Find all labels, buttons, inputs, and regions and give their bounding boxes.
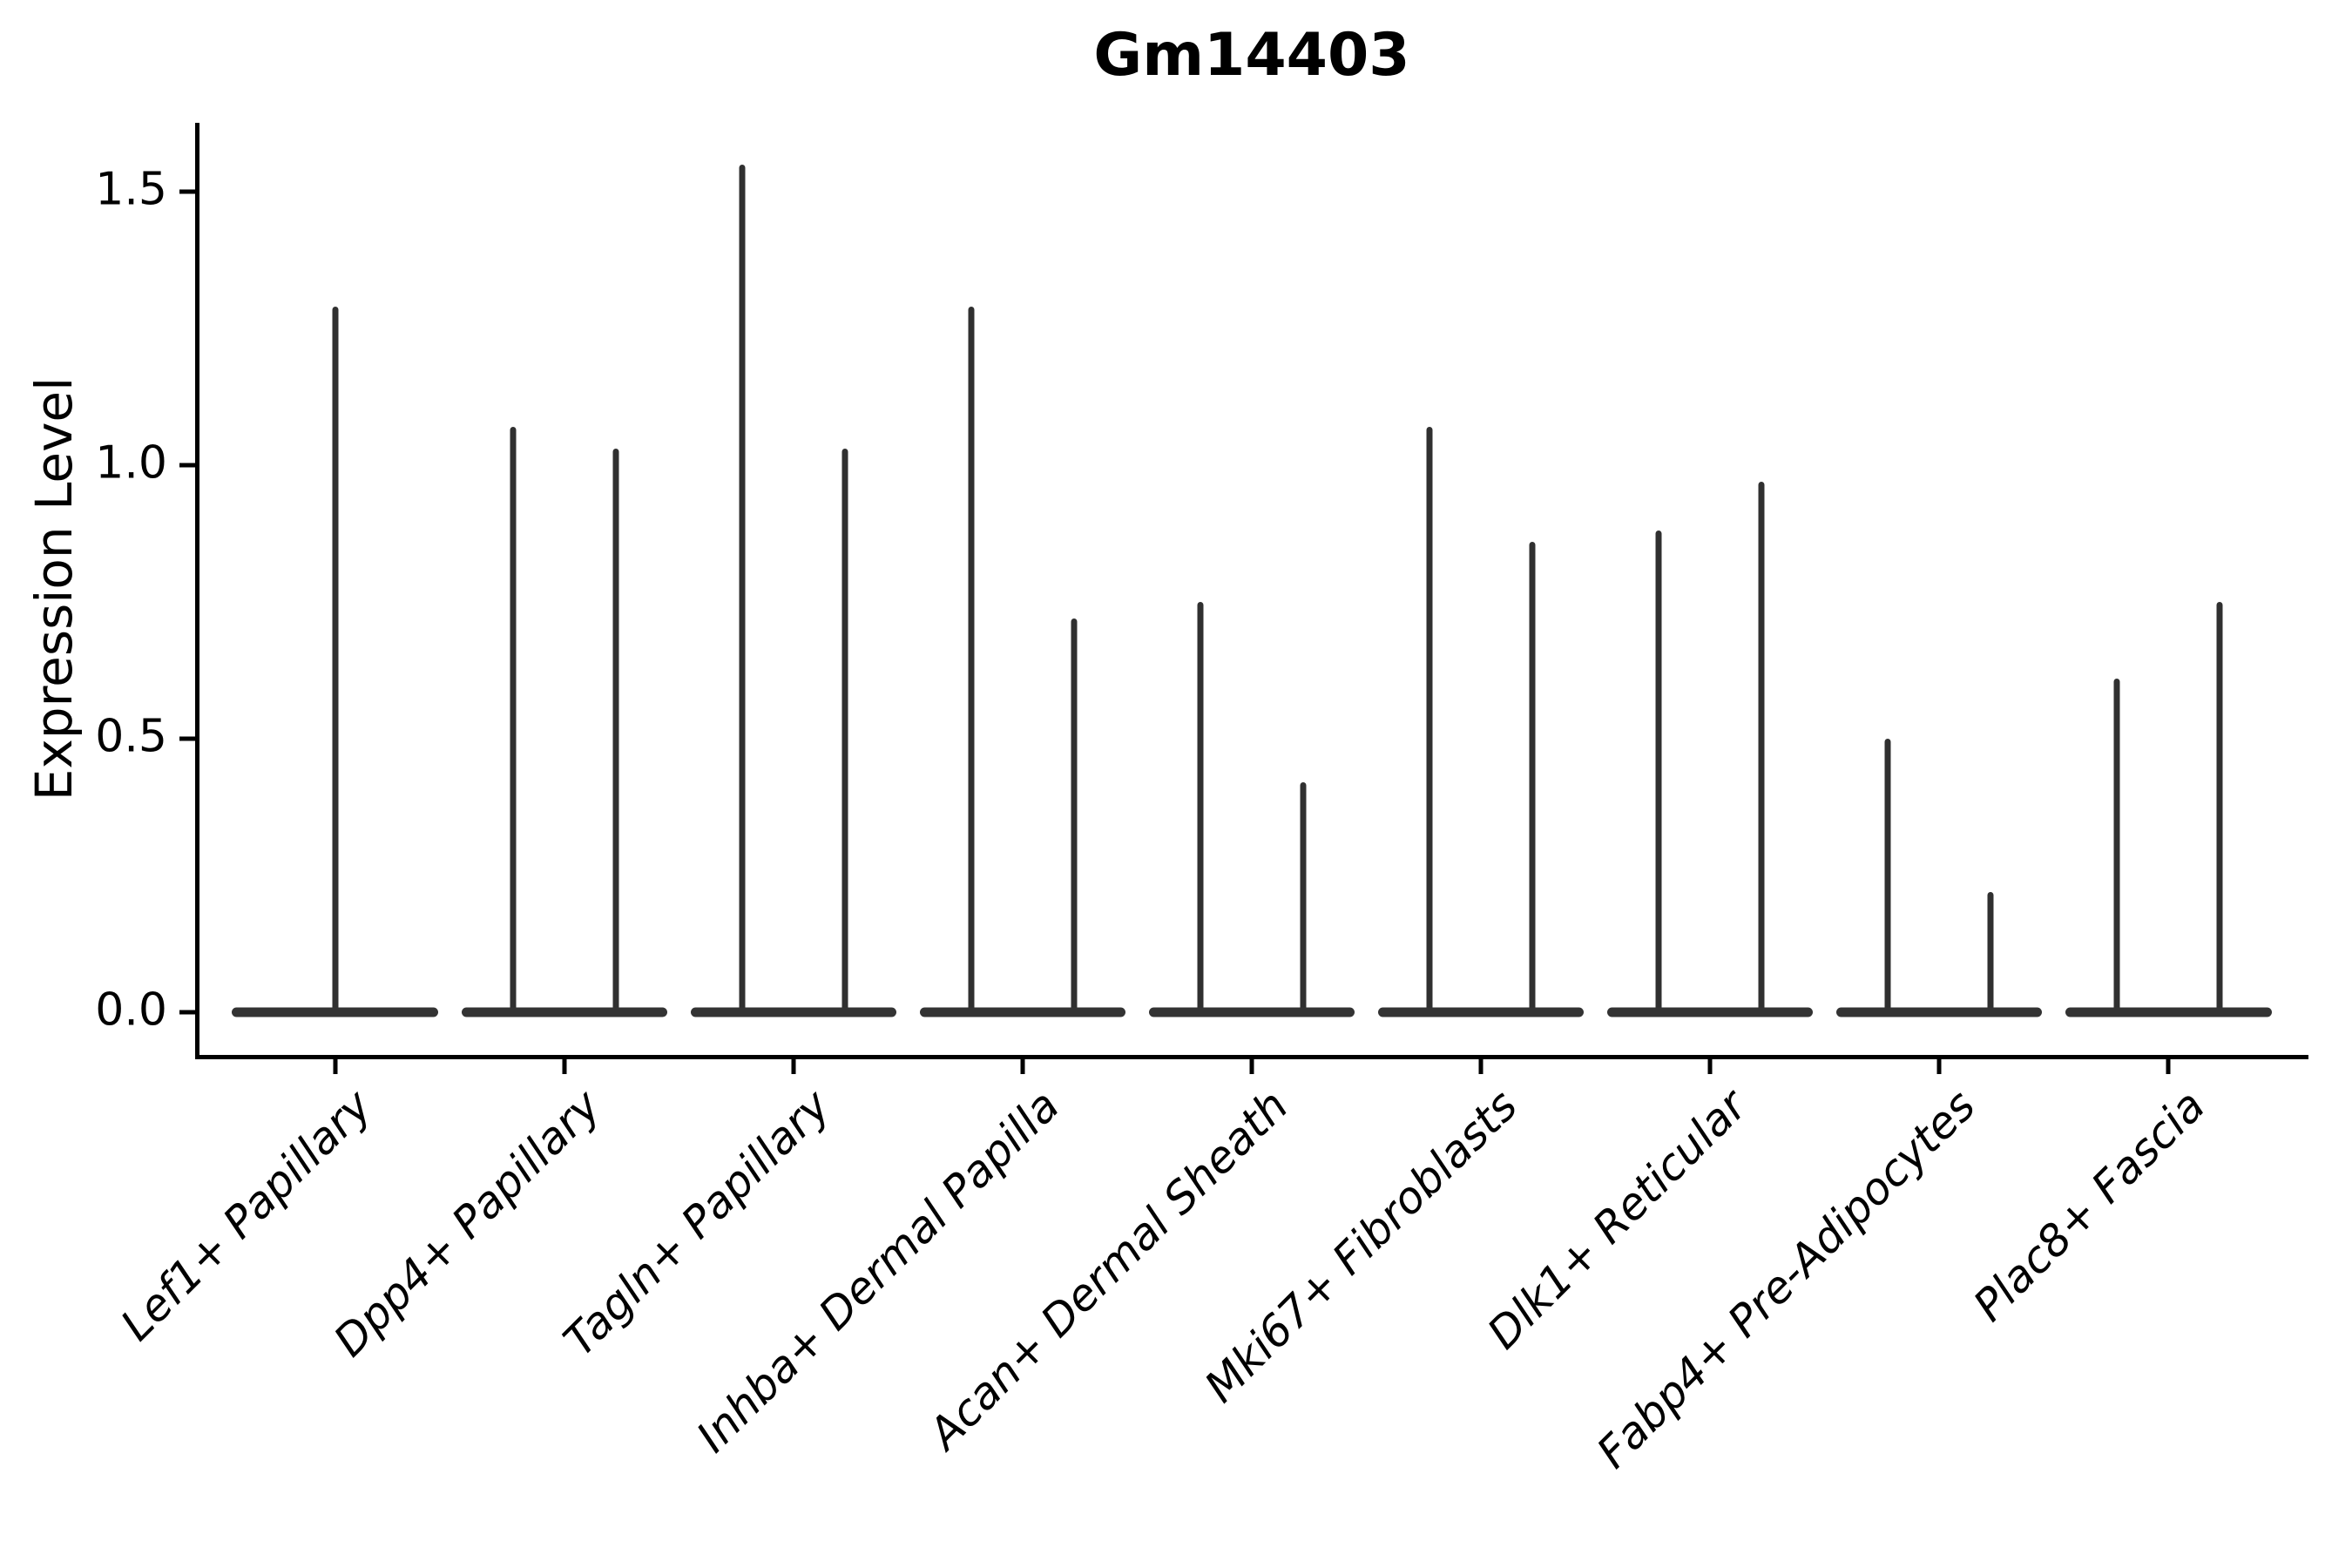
y-tick-label: 1.5 [95,163,167,216]
x-tick-label-category: Lef1+ Papillary [111,1080,382,1351]
violin-spike [1758,481,1765,1016]
x-tick-mark [2166,1059,2171,1074]
y-tick-mark [179,463,195,468]
violin-spike [612,449,619,1016]
violin-spike [1987,891,1994,1016]
violin-spike [1300,782,1307,1016]
violin-base [690,1007,897,1017]
violin-spike [739,164,746,1016]
x-tick-mark [333,1059,338,1074]
y-tick-label: 1.0 [95,436,167,490]
x-tick-mark [791,1059,796,1074]
x-tick-mark [1249,1059,1254,1074]
violin-spike [2113,678,2120,1016]
violin-base [1606,1007,1814,1017]
y-tick-label: 0.0 [95,983,167,1037]
chart-title: Gm14403 [1093,21,1410,90]
violin-spike [841,449,848,1016]
violin-spike [1884,739,1891,1016]
x-tick-label-category: Plac8+ Fascia [1963,1080,2215,1331]
violin-spike [968,306,975,1016]
y-tick-label: 0.5 [95,710,167,763]
x-tick-mark [562,1059,567,1074]
violin-spike [1655,531,1662,1016]
y-tick-mark [179,189,195,194]
violin-base [1835,1007,2043,1017]
y-tick-mark [179,736,195,741]
x-tick-label-category: Fabp4+ Pre-Adipocytes [1587,1080,1986,1478]
violin-spike [510,427,517,1016]
x-tick-mark [1478,1059,1484,1074]
x-tick-label-category: Inhba+ Dermal Papilla [686,1080,1069,1463]
violin-spike [1071,618,1078,1016]
violin-spike [332,306,339,1016]
violin-base [1148,1007,1355,1017]
x-tick-mark [1020,1059,1025,1074]
violin-base [1377,1007,1585,1017]
y-tick-mark [179,1010,195,1015]
x-axis-spine [195,1055,2308,1059]
violin-spike [1426,427,1433,1016]
violin-spike [1197,602,1204,1016]
x-tick-mark [1707,1059,1713,1074]
violin-base [232,1007,439,1017]
violin-base [461,1007,668,1017]
y-axis-spine [195,123,199,1059]
violin-spike [1529,541,1536,1016]
y-axis-label: Expression Level [24,376,84,801]
violin-base [919,1007,1126,1017]
violin-base [2065,1007,2272,1017]
x-tick-mark [1936,1059,1942,1074]
violin-spike [2216,602,2223,1016]
